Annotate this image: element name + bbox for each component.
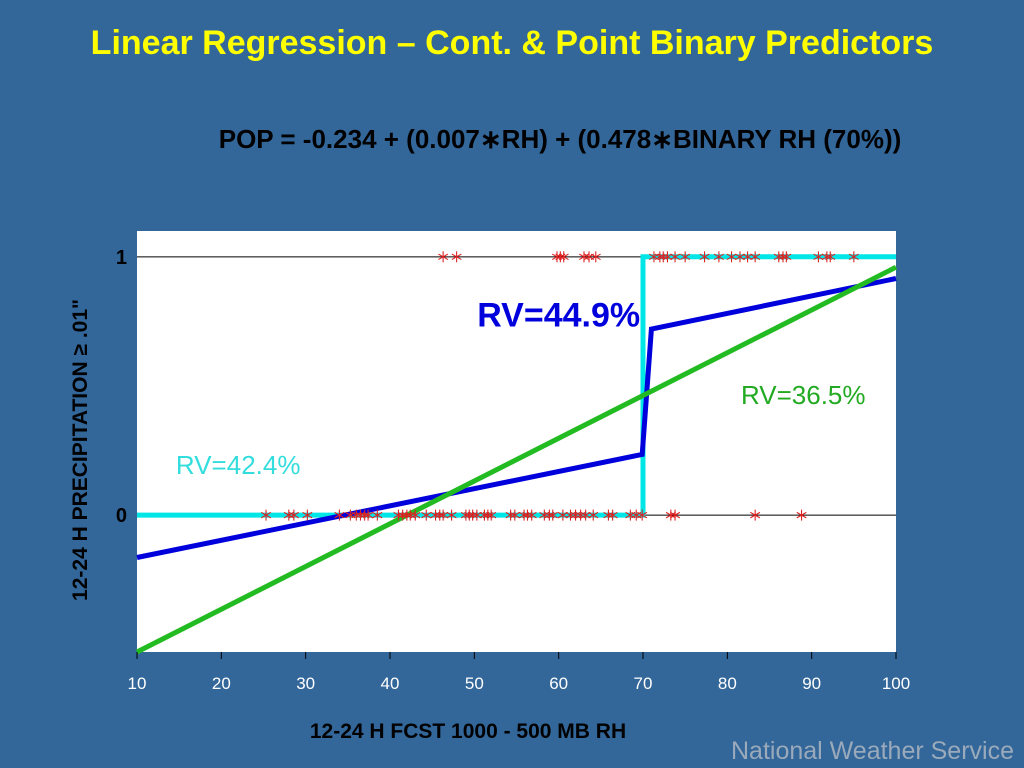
data-point	[557, 509, 568, 521]
rv-annotation-1: RV=44.9%	[477, 297, 640, 335]
data-point	[590, 251, 601, 263]
data-point	[558, 251, 569, 263]
data-point	[848, 251, 859, 263]
regression-lines	[135, 254, 898, 655]
data-point	[397, 509, 408, 521]
x-tick-label: 80	[718, 674, 737, 693]
data-point	[283, 509, 294, 521]
data-point	[355, 509, 366, 521]
footer-brand: National Weather Service	[730, 737, 1014, 765]
x-tick-label: 20	[212, 674, 231, 693]
y-axis-label: 12-24 H PRECIPITATION ≥ .01"	[69, 299, 92, 601]
slide-title: Linear Regression – Cont. & Point Binary…	[90, 24, 934, 62]
data-point	[670, 251, 681, 263]
data-point	[813, 251, 824, 263]
data-point	[505, 509, 516, 521]
data-point	[750, 251, 761, 263]
plot-area	[137, 231, 896, 652]
data-point	[526, 509, 537, 521]
annotations: RV=44.9% RV=36.5% RV=42.4%	[176, 297, 866, 480]
x-tick-label: 40	[381, 674, 400, 693]
x-tick-label: 30	[296, 674, 315, 693]
data-point	[438, 251, 449, 263]
data-point	[547, 509, 558, 521]
data-point	[334, 509, 345, 521]
data-point	[509, 509, 520, 521]
data-point	[351, 509, 362, 521]
data-point	[670, 509, 681, 521]
data-point	[260, 509, 272, 521]
x-tick-label: 70	[634, 674, 653, 693]
data-point	[773, 251, 784, 263]
y-tick-label: 0	[116, 505, 127, 527]
y-axis-ticks: 01	[116, 247, 127, 527]
data-point	[393, 509, 404, 521]
data-point	[410, 509, 421, 521]
regression-equation: POP = -0.234 + (0.007∗RH) + (0.478∗BINAR…	[218, 124, 902, 154]
data-point	[699, 251, 710, 263]
data-point	[372, 509, 383, 521]
data-point	[486, 509, 497, 521]
data-point	[588, 509, 599, 521]
data-point	[734, 251, 746, 263]
data-point	[637, 509, 648, 521]
data-point	[578, 251, 590, 263]
data-point	[467, 509, 478, 521]
data-point	[471, 509, 482, 521]
data-point	[713, 251, 724, 263]
data-point	[446, 509, 457, 521]
data-point	[522, 509, 533, 521]
x-tick-label: 90	[802, 674, 821, 693]
data-point	[796, 509, 807, 521]
data-point	[658, 251, 669, 263]
x-tick-label: 60	[549, 674, 568, 693]
data-point	[288, 509, 299, 521]
observation-points	[260, 251, 859, 521]
data-point	[603, 509, 614, 521]
data-point	[742, 251, 753, 263]
linear-regression-line	[135, 264, 898, 655]
data-point	[302, 509, 313, 521]
x-axis-ticks: 10 20 30 40 50 60 70 80 90 100	[128, 652, 910, 693]
data-point	[825, 251, 836, 263]
data-point	[539, 509, 550, 521]
data-point	[662, 251, 673, 263]
data-point	[781, 251, 792, 263]
data-point	[570, 509, 581, 521]
x-tick-label: 10	[128, 674, 147, 693]
y-tick-label: 1	[116, 247, 127, 269]
data-point	[680, 251, 691, 263]
x-axis-label: 12-24 H FCST 1000 - 500 MB RH	[310, 720, 626, 743]
data-point	[607, 509, 618, 521]
data-point	[750, 509, 761, 521]
x-tick-label: 100	[882, 674, 910, 693]
data-point	[451, 251, 462, 263]
data-point	[438, 509, 449, 521]
data-point	[665, 509, 676, 521]
data-point	[421, 509, 432, 521]
binary-step-line	[137, 254, 896, 518]
data-point	[565, 509, 576, 521]
data-point	[405, 509, 416, 521]
rv-annotation-3: RV=42.4%	[176, 450, 301, 480]
data-point	[430, 509, 441, 521]
data-point	[580, 509, 591, 521]
x-tick-label: 50	[465, 674, 484, 693]
data-point	[575, 509, 586, 521]
data-point	[363, 509, 374, 521]
data-point	[726, 251, 737, 263]
rv-annotation-2: RV=36.5%	[741, 380, 866, 410]
